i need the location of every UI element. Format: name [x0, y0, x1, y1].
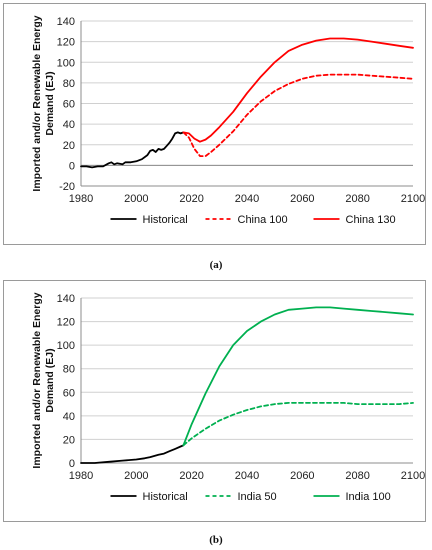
y-tick-label: 140 [57, 293, 75, 305]
y-axis-label: Imported and/or Renewable Energy Demand (… [31, 15, 56, 191]
legend-label: China 100 [238, 214, 288, 226]
x-tick-label: 2000 [124, 470, 148, 482]
y-tick-label: 20 [63, 140, 75, 152]
x-tick-label: 2100 [401, 193, 425, 205]
series-line-b-0 [80, 444, 185, 464]
y-tick-label: 60 [63, 99, 75, 111]
caption-b-text: (b) [209, 534, 223, 546]
legend-label: India 100 [346, 491, 391, 503]
y-tick-label: 80 [63, 78, 75, 90]
y-tick-label: 60 [63, 387, 75, 399]
x-tick-label: 2060 [290, 193, 314, 205]
y-axis-label-line2: Demand (EJ) [44, 348, 56, 412]
x-tick-label: 2020 [179, 193, 203, 205]
series-line-a-2 [182, 37, 414, 143]
chart-panel-a: -20 0 20 40 60 80 100 120 140 1980 2000 2020 2040 206… [3, 3, 426, 245]
series-line-a-1 [182, 73, 414, 157]
x-tick-label: 2080 [345, 470, 369, 482]
x-tick-label: 1980 [69, 193, 93, 205]
caption-a-text: (a) [209, 259, 223, 271]
y-tick-label: -20 [59, 181, 75, 193]
legend-label: Historical [143, 491, 188, 503]
y-tick-label: 20 [63, 434, 75, 446]
y-tick-label: 100 [57, 340, 75, 352]
y-tick-label: 140 [57, 16, 75, 28]
series-line-b-2 [182, 306, 414, 447]
x-tick-label: 2060 [290, 470, 314, 482]
y-axis-label-line1: Imported and/or Renewable Energy [31, 292, 43, 468]
y-tick-label: 100 [57, 57, 75, 69]
legend-label: Historical [143, 214, 188, 226]
y-axis-label: Imported and/or Renewable Energy Demand (… [31, 292, 56, 468]
y-tick-label: 40 [63, 411, 75, 423]
x-tick-label: 2040 [235, 193, 259, 205]
y-tick-label: 120 [57, 317, 75, 329]
caption-b: (b) [0, 534, 432, 546]
series-line-b-1 [182, 402, 414, 447]
x-tick-label: 1980 [69, 470, 93, 482]
caption-a: (a) [0, 259, 432, 271]
y-tick-label: 0 [69, 160, 75, 172]
y-tick-label: 80 [63, 364, 75, 376]
y-tick-label: 120 [57, 37, 75, 49]
legend-label: India 50 [238, 491, 277, 503]
y-tick-label: 40 [63, 119, 75, 131]
y-axis-label-line1: Imported and/or Renewable Energy [31, 15, 43, 191]
legend-label: China 130 [346, 214, 396, 226]
x-tick-label: 2100 [401, 470, 425, 482]
x-tick-label: 2020 [179, 470, 203, 482]
series-line-a-0 [80, 131, 185, 169]
chart-panel-b: 0 20 40 60 80 100 120 140 1980 2000 2020 2040 2060 20… [3, 280, 426, 522]
x-tick-label: 2040 [235, 470, 259, 482]
x-tick-label: 2080 [345, 193, 369, 205]
y-axis-label-line2: Demand (EJ) [44, 71, 56, 135]
x-tick-label: 2000 [124, 193, 148, 205]
y-tick-label: 0 [69, 458, 75, 470]
